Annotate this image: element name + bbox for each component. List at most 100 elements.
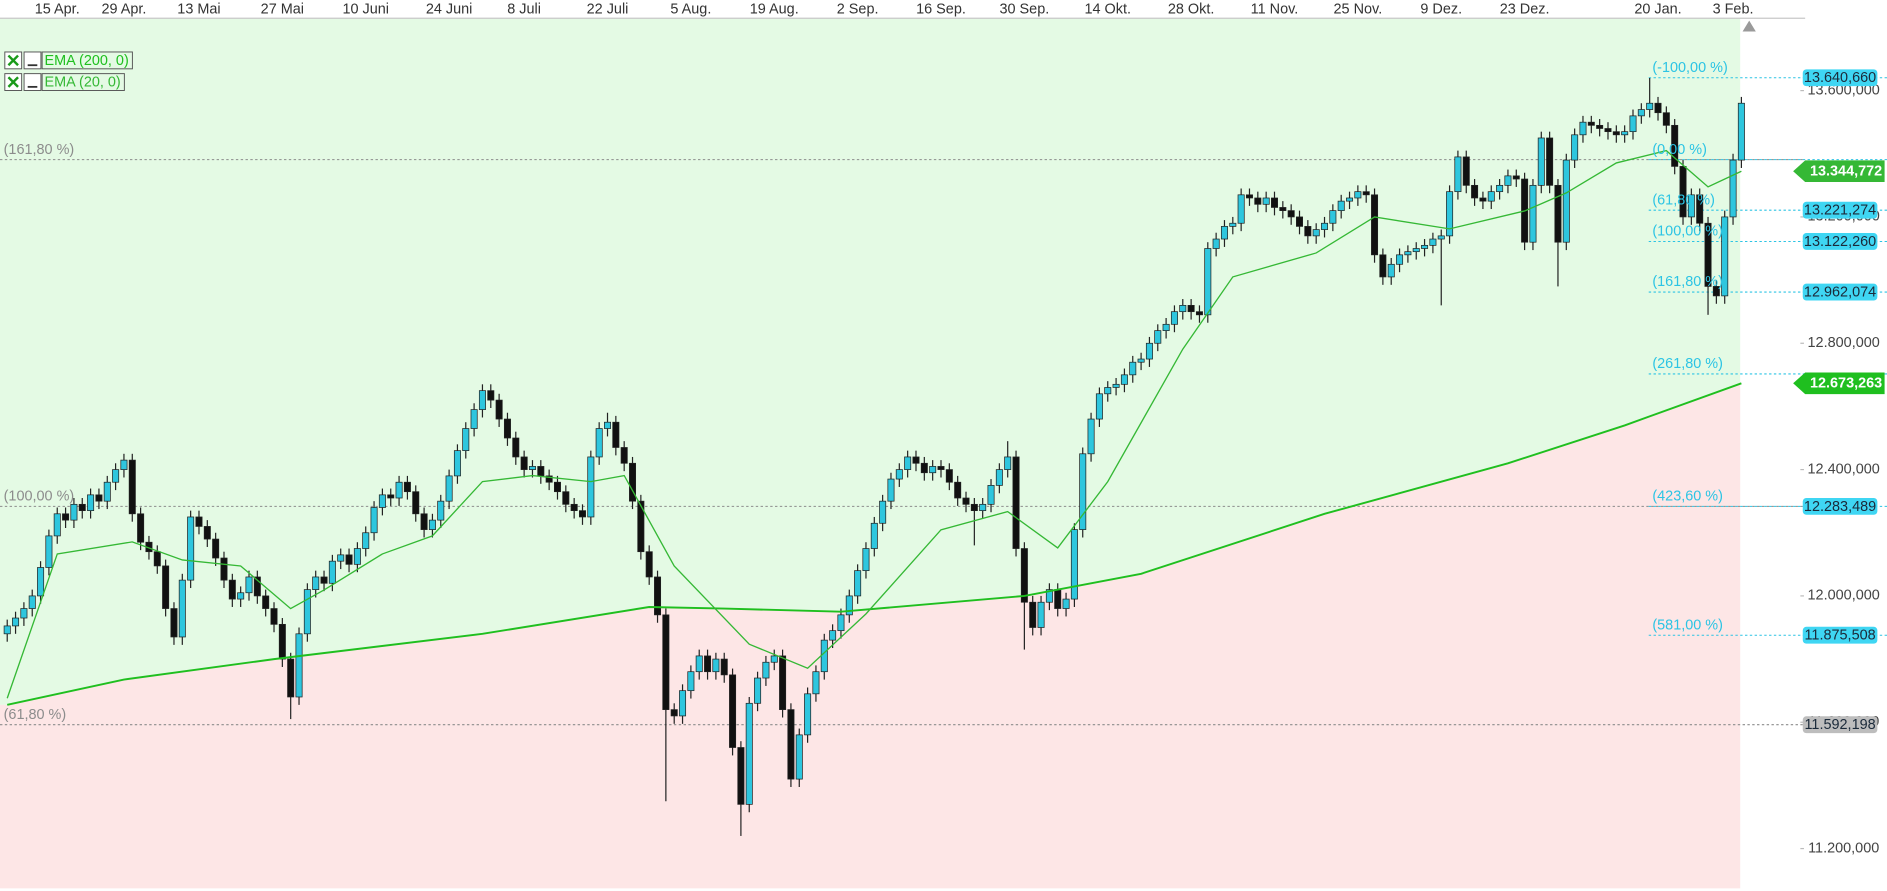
candle-body: [1004, 456, 1012, 470]
candle-body: [812, 671, 820, 695]
candle-body: [1079, 453, 1087, 530]
price-label: 13.122,260: [1804, 234, 1876, 250]
candle-body: [1387, 263, 1395, 278]
y-tick-label: 13.600,000: [1808, 82, 1880, 98]
fib-label: (0,00 %): [1652, 142, 1707, 158]
candle-body: [487, 390, 495, 401]
candle-body: [1421, 244, 1429, 249]
candle-body: [287, 658, 295, 698]
candle-body: [1546, 137, 1554, 186]
candle-body: [862, 548, 870, 572]
candle-body: [1587, 121, 1595, 126]
candle-body: [1204, 248, 1212, 316]
candle-body: [95, 494, 103, 502]
x-tick-label: 15 Apr.: [35, 2, 80, 18]
candle-body: [1471, 184, 1479, 199]
background-below: [0, 383, 1742, 889]
candle-body: [412, 491, 420, 515]
candle-body: [579, 510, 586, 518]
candle-body: [1479, 197, 1487, 202]
candle-body: [970, 503, 978, 512]
candle-body: [629, 462, 637, 502]
fib-label: (100,00 %): [1652, 224, 1723, 240]
candle-body: [262, 595, 270, 609]
candle-body: [804, 693, 812, 736]
candle-body: [1629, 115, 1637, 133]
candle-body: [128, 459, 136, 515]
legend-item[interactable]: EMA (20, 0): [4, 73, 125, 91]
candle-body: [1612, 131, 1620, 136]
candle-body: [228, 579, 236, 600]
candle-body: [1446, 191, 1454, 237]
candle-body: [987, 485, 995, 505]
candle-body: [1737, 102, 1745, 161]
fib-label: (61,80 %): [1652, 192, 1715, 208]
price-box: [1802, 201, 1878, 219]
x-tick-label: 20 Jan.: [1634, 2, 1681, 18]
candle-body: [1120, 374, 1128, 385]
x-tick-label: 22 Juli: [587, 2, 629, 18]
candle-body: [137, 513, 145, 543]
candle-body: [829, 630, 837, 641]
ema-line: [6, 149, 1742, 699]
x-tick-label: 11 Nov.: [1251, 2, 1299, 18]
candle-body: [929, 466, 937, 474]
candle-body: [620, 447, 628, 464]
candle-body: [712, 658, 720, 673]
legend-label: EMA (20, 0): [45, 74, 121, 90]
fib-label: (161,80 %): [1652, 274, 1723, 290]
candle-body: [1696, 194, 1704, 224]
candle-body: [1195, 311, 1203, 316]
x-tick-label: 5 Aug.: [670, 2, 711, 18]
candle-body: [1137, 358, 1145, 363]
legend-style: [23, 51, 42, 70]
x-tick-label: 16 Sep.: [916, 2, 966, 18]
candle-body: [62, 513, 70, 521]
candle-body: [403, 481, 411, 493]
candle-body: [170, 608, 178, 638]
candle-body: [1562, 159, 1570, 243]
candle-body: [1170, 311, 1178, 325]
candle-body: [845, 595, 853, 616]
candle-body: [637, 500, 645, 553]
x-tick-label: 28 Okt.: [1168, 2, 1215, 18]
x-tick-label: 30 Sep.: [999, 2, 1049, 18]
x-tick-label: 29 Apr.: [101, 2, 146, 18]
candle-body: [820, 639, 828, 673]
candle-body: [787, 709, 795, 780]
candle-body: [1662, 112, 1670, 126]
candle-body: [553, 481, 561, 493]
candle-body: [1496, 184, 1504, 193]
legend-style: [23, 73, 42, 91]
candle-body: [212, 538, 220, 559]
legend-item[interactable]: EMA (200, 0): [4, 51, 133, 70]
candle-body: [162, 565, 170, 609]
candle-body: [470, 409, 478, 429]
candle-body: [337, 554, 345, 562]
ema-value-tag: [1793, 160, 1885, 183]
candle-body: [445, 475, 453, 502]
x-tick-label: 8 Juli: [507, 2, 541, 18]
candle-body: [729, 674, 737, 748]
candle-body: [1571, 134, 1579, 161]
candle-body: [312, 576, 320, 590]
price-label: 12.962,074: [1804, 284, 1876, 300]
candle-body: [1379, 254, 1387, 278]
candle-body: [1029, 601, 1037, 628]
candle-body: [745, 702, 753, 805]
y-tick-label: 12.000,000: [1808, 588, 1880, 604]
candle-body: [1296, 216, 1303, 227]
x-tick-label: 10 Juni: [342, 2, 389, 18]
candle-body: [1529, 184, 1537, 243]
price-box: [1802, 626, 1878, 644]
candle-body: [1145, 342, 1153, 360]
candle-body: [1045, 589, 1053, 603]
candle-body: [1245, 194, 1253, 199]
candle-body: [895, 469, 903, 480]
candle-body: [295, 633, 303, 698]
candle-body: [1437, 235, 1445, 240]
candle-body: [537, 466, 545, 477]
candle-body: [870, 522, 878, 549]
candle-body: [87, 494, 95, 512]
